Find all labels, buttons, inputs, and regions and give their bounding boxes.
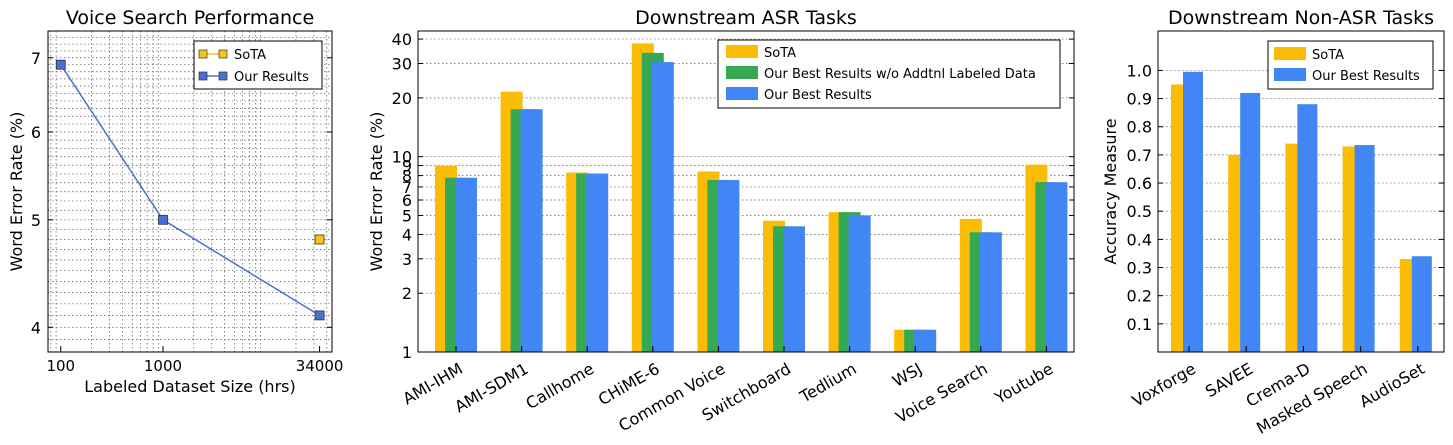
bar [914, 329, 937, 352]
y-axis-label: Word Error Rate (%) [367, 112, 386, 272]
bar [717, 179, 740, 352]
legend-swatch [726, 87, 758, 100]
legend-swatch [1274, 68, 1306, 81]
legend-swatch [726, 66, 758, 79]
legend-box [193, 40, 323, 90]
legend-label: Our Best Results w/o Addtnl Labeled Data [764, 67, 1036, 82]
y-tick-label: 0.3 [1127, 259, 1152, 278]
y-tick-label: 0.4 [1127, 230, 1152, 249]
chart-title: Voice Search Performance [66, 7, 314, 29]
y-tick-label: 7 [402, 178, 412, 197]
legend-label: SoTA [764, 46, 796, 61]
voice-search-chart: 4 5 6 7 100 1000 34000 Voice Search Performance… [7, 7, 343, 396]
x-tick-label: WSJ [889, 359, 925, 391]
y-tick-label: 3 [402, 250, 412, 269]
legend-marker [198, 71, 208, 81]
x-tick-label: AudioSet [1356, 359, 1428, 411]
y-tick-label: 10 [392, 148, 412, 167]
y-tick-label: 0.6 [1127, 174, 1152, 193]
y-tick-label: 1 [402, 343, 412, 362]
legend-box [717, 39, 1061, 109]
y-tick-label: 6 [31, 123, 41, 142]
y-tick-label: 0.2 [1127, 287, 1152, 306]
x-tick-label: 34000 [296, 357, 344, 375]
y-tick-label: 8 [402, 167, 412, 186]
downstream-asr-chart: 12345678910203040AMI-IHMAMI-SDM1Callhome… [367, 7, 1075, 435]
y-tick-label: 4 [31, 318, 41, 337]
data-point-marker [314, 310, 325, 321]
chart-title: Downstream ASR Tasks [635, 7, 857, 29]
legend-label: Our Results [234, 70, 309, 85]
legend-label: Our Best Results [764, 88, 872, 103]
x-tick-label: Tedlium [796, 359, 860, 407]
bar [1240, 92, 1261, 353]
y-tick-label: 7 [31, 49, 41, 68]
series-line [60, 64, 320, 317]
legend-swatch [726, 45, 758, 58]
legend-swatch [1274, 47, 1306, 60]
legend-label: SoTA [234, 48, 266, 63]
bar [848, 215, 871, 352]
x-axis-label: Labeled Dataset Size (hrs) [84, 377, 295, 396]
y-tick-label: 5 [31, 211, 41, 230]
legend-marker [218, 71, 228, 81]
y-tick-label: 0.5 [1127, 202, 1152, 221]
y-tick-label: 2 [402, 284, 412, 303]
bar [455, 177, 477, 352]
legend: SoTA Our Results [193, 40, 323, 90]
plot-frame [417, 30, 1075, 353]
bar [1297, 104, 1318, 352]
chart-title: Downstream Non-ASR Tasks [1168, 7, 1434, 29]
y-tick-label: 5 [402, 206, 412, 225]
x-tick-label: AMI-SDM1 [451, 359, 531, 416]
y-tick-label: 0.8 [1127, 118, 1152, 137]
y-tick-label: 20 [392, 89, 412, 108]
data-point-marker [55, 59, 66, 70]
x-tick-label: Youtube [991, 359, 1057, 408]
y-tick-label: 30 [392, 54, 412, 73]
bar [1045, 182, 1068, 352]
bar [1354, 145, 1375, 352]
y-tick-label: 4 [402, 225, 412, 244]
bar [979, 232, 1002, 352]
bar [651, 62, 674, 352]
data-point-marker [158, 214, 168, 225]
x-tick-label: 100 [46, 357, 75, 375]
legend-label: Our Best Results [1312, 69, 1420, 84]
y-tick-label: 6 [402, 191, 412, 210]
x-tick-label: Voxforge [1129, 359, 1199, 411]
bar [783, 226, 805, 352]
legend: SoTA Our Best Results w/o Addtnl Labeled … [717, 39, 1061, 109]
bar [1183, 71, 1203, 352]
y-tick-label: 0.1 [1127, 315, 1152, 334]
legend-marker [198, 49, 208, 59]
legend-label: SoTA [1312, 48, 1344, 63]
data-point-marker [314, 234, 325, 245]
y-tick-label: 1.0 [1127, 61, 1152, 80]
x-tick-label: Callhome [523, 359, 598, 413]
plot-frame [47, 30, 333, 353]
y-axis-label: Word Error Rate (%) [7, 112, 26, 272]
legend: SoTA Our Best Results [1267, 40, 1434, 90]
bar [520, 109, 543, 352]
y-tick-label: 40 [392, 30, 412, 49]
y-axis-label: Accuracy Measure [1101, 118, 1120, 264]
x-tick-label: 1000 [144, 357, 182, 375]
y-tick-label: 0.7 [1127, 146, 1152, 165]
legend-marker [218, 49, 228, 59]
y-tick-label: 9 [402, 157, 412, 176]
y-tick-label: 0.9 [1127, 90, 1152, 109]
bar [1411, 256, 1432, 352]
bar [586, 173, 609, 352]
plot-frame [1157, 30, 1445, 353]
